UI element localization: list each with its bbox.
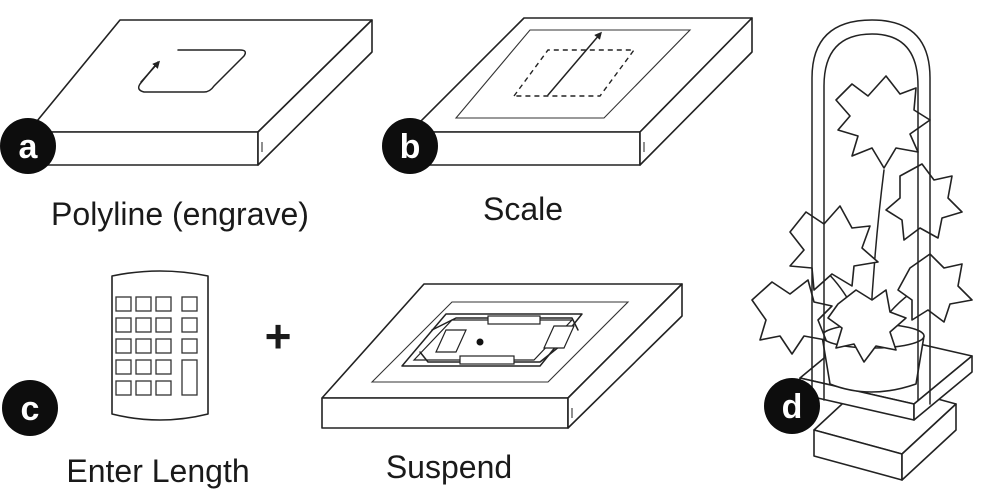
caption-enter-length: Enter Length [66,453,249,489]
badge-a-label: a [19,128,39,166]
panel-d: d [751,19,973,481]
plant-leaves [751,75,973,363]
panel-a: a Polyline (engrave) [0,19,373,232]
panel-suspend: Suspend [321,283,683,485]
suspend-pattern [401,313,583,367]
caption-scale: Scale [483,191,563,227]
badge-d: d [764,378,820,434]
slab-b [409,17,753,166]
keypad-device [111,270,209,421]
panel-c: c Enter Length [2,270,250,489]
plus-sign: + [265,310,292,362]
panel-b: b Scale [382,17,753,227]
keypad-keys [115,296,198,396]
badge-a: a [0,118,56,174]
caption-polyline: Polyline (engrave) [51,196,309,232]
caption-suspend: Suspend [386,449,512,485]
badge-d-label: d [782,388,803,426]
badge-b-label: b [400,128,421,166]
scale-gesture [512,31,636,97]
badge-c-label: c [21,390,40,428]
suspended-loop [811,19,931,405]
badge-c: c [2,380,58,436]
polyline-engrave [137,49,247,93]
badge-b: b [382,118,438,174]
